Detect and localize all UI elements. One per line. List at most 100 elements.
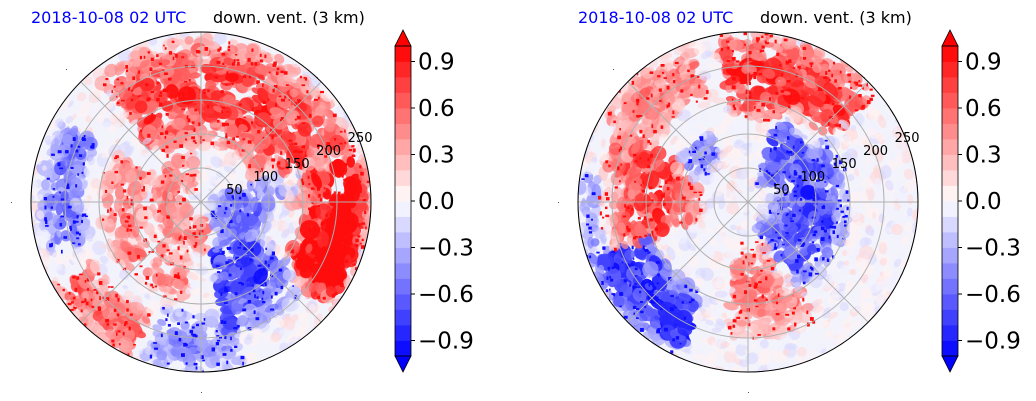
field-cell xyxy=(67,205,72,209)
field-cell xyxy=(129,313,133,316)
field-cell xyxy=(171,40,175,43)
field-cell xyxy=(225,133,228,137)
field-cell xyxy=(135,166,138,169)
field-cell xyxy=(143,55,146,59)
field-cell xyxy=(261,297,264,300)
field-cell xyxy=(250,62,254,66)
field-cell xyxy=(264,260,267,264)
field-cell xyxy=(191,136,195,140)
field-cell xyxy=(199,230,204,233)
field-cell xyxy=(359,165,362,169)
field-cell xyxy=(129,112,132,115)
outer-tick-dot xyxy=(201,392,202,393)
colorbar-level xyxy=(395,216,411,233)
field-cell xyxy=(271,135,274,140)
field-cell xyxy=(263,267,266,271)
field-cell xyxy=(220,320,224,324)
field-cell xyxy=(365,226,367,230)
field-cell xyxy=(190,91,193,95)
field-cell xyxy=(256,296,259,299)
field-cell xyxy=(230,336,232,341)
field-cell xyxy=(222,353,227,356)
field-cell xyxy=(308,183,311,186)
colorbar-tick-label: 0.3 xyxy=(418,143,455,169)
field-cell xyxy=(221,53,226,56)
field-cell xyxy=(322,246,327,250)
field-cell xyxy=(168,77,172,81)
field-cell xyxy=(311,270,314,273)
colorbar-level xyxy=(395,123,411,140)
datetime-title: 2018-10-08 02 UTC xyxy=(31,8,186,27)
field-cell xyxy=(304,77,308,81)
field-cell xyxy=(105,78,109,81)
field-cell xyxy=(336,245,340,248)
field-cell xyxy=(339,174,343,177)
field-cell xyxy=(189,174,193,177)
field-cell xyxy=(139,226,143,229)
field-cell xyxy=(76,215,79,217)
field-cell xyxy=(147,313,151,317)
field-cell xyxy=(150,116,154,120)
field-cell xyxy=(256,80,259,85)
field-cell xyxy=(90,298,93,301)
field-cell xyxy=(189,217,193,221)
field-cell xyxy=(105,319,109,323)
field-cell xyxy=(215,330,218,333)
field-cell xyxy=(201,322,205,325)
field-cell xyxy=(288,139,293,142)
field-cell xyxy=(217,120,220,123)
field-cell xyxy=(110,207,112,212)
field-cell xyxy=(125,65,128,69)
field-cell xyxy=(115,155,119,159)
field-cell xyxy=(163,44,165,47)
field-cell xyxy=(60,215,64,218)
field-cell xyxy=(345,233,348,237)
field-cell xyxy=(253,310,256,314)
field-cell xyxy=(122,331,125,336)
field-cell xyxy=(296,115,301,120)
field-cell xyxy=(126,69,129,73)
field-cell xyxy=(140,129,142,132)
field-cell xyxy=(70,309,74,311)
field-cell xyxy=(87,287,89,291)
field-cell xyxy=(340,130,343,133)
field-cell xyxy=(196,323,199,327)
field-cell xyxy=(322,275,325,278)
field-cell xyxy=(147,133,151,138)
field-cell xyxy=(37,193,44,201)
field-cell xyxy=(325,229,330,232)
field-cell xyxy=(189,329,194,334)
field-cell xyxy=(157,240,161,243)
field-cell xyxy=(194,142,197,144)
field-cell xyxy=(102,200,111,209)
field-cell xyxy=(301,145,306,149)
field-cell xyxy=(43,197,47,201)
field-cell xyxy=(220,292,223,296)
field-cell xyxy=(168,252,173,255)
field-cell xyxy=(239,267,243,270)
field-cell xyxy=(262,301,266,304)
field-cell xyxy=(357,235,361,238)
field-cell xyxy=(81,219,83,224)
field-cell xyxy=(355,244,359,247)
colorbar-level xyxy=(395,108,411,124)
field-cell xyxy=(178,202,182,205)
field-cell xyxy=(237,61,240,66)
field-cell xyxy=(103,83,107,87)
field-cell xyxy=(344,129,346,133)
field-cell xyxy=(167,313,169,317)
field-cell xyxy=(114,170,119,174)
field-cell xyxy=(309,209,313,214)
field-cell xyxy=(136,255,140,259)
field-cell xyxy=(161,148,165,152)
field-cell xyxy=(57,150,62,154)
outer-tick-dot xyxy=(11,202,12,203)
field-cell xyxy=(145,83,149,86)
field-cell xyxy=(203,91,206,94)
field-cell xyxy=(234,333,242,339)
field-cell xyxy=(111,181,114,184)
colorbar-level xyxy=(395,46,411,62)
field-cell xyxy=(116,313,120,317)
field-cell xyxy=(65,150,69,154)
field-cell xyxy=(91,305,95,308)
